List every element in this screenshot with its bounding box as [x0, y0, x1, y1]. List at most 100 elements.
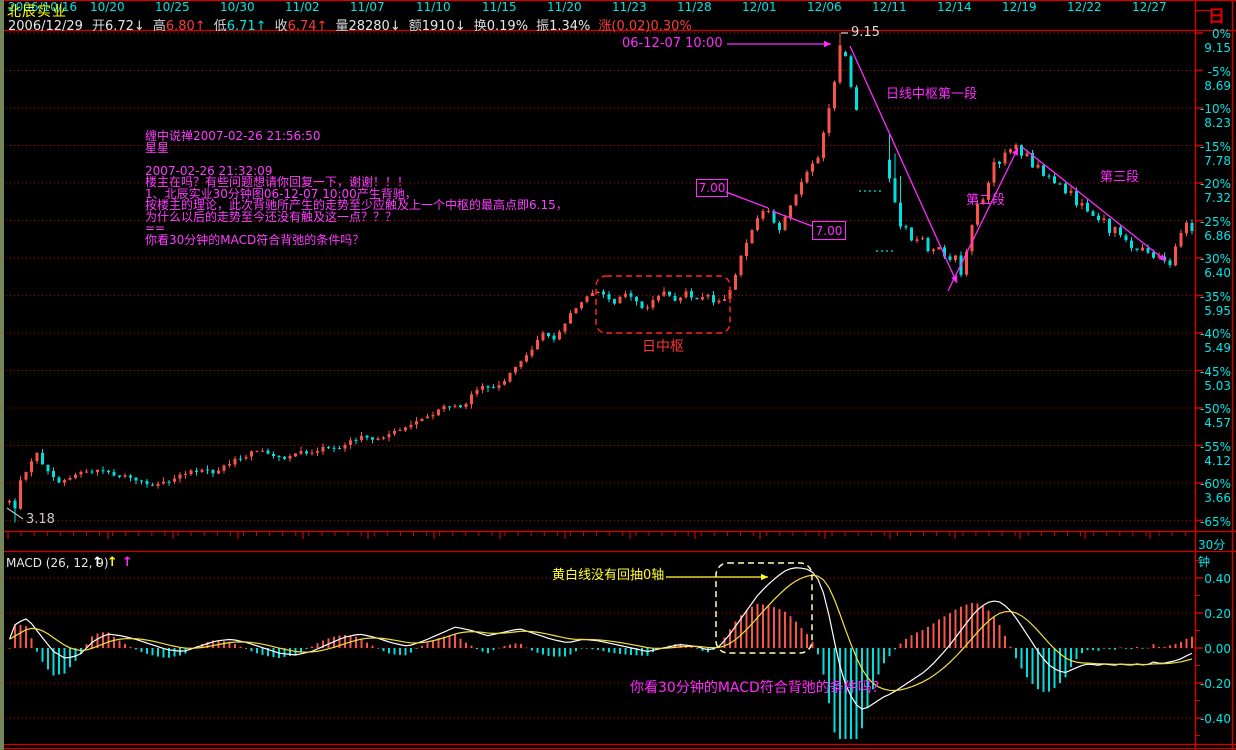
macd-arrow-icon: ↑ [121, 555, 133, 570]
price-label: 4.57 [1204, 416, 1231, 430]
price-label: 5.03 [1204, 378, 1231, 393]
date-label: 12/11 [872, 0, 907, 14]
segment3-label: 第三段 [1100, 170, 1140, 185]
quote-value: 6.72 [104, 19, 134, 34]
analyst-comment: 缠中说禅2007-02-26 21:56:50 星星 2007-02-26 21:3… [145, 129, 568, 247]
quote-value: 1910 [421, 19, 455, 34]
percent-label: -35% [1199, 289, 1231, 304]
period-high-label: 9.15 [851, 25, 880, 40]
quote-value: 6.80 [165, 19, 195, 34]
quote-label: 换 [473, 19, 487, 34]
quote-value: (0.02)0.30% [611, 19, 692, 34]
price-label: 6.40 [1204, 266, 1231, 280]
quote-arrow-icon: ↓ [454, 19, 466, 34]
price-label: 8.69 [1204, 78, 1231, 93]
price-label: 6.86 [1204, 228, 1231, 243]
date-label: 12/14 [937, 0, 972, 14]
percent-label: -30% [1199, 252, 1231, 266]
quote-label: 涨 [598, 19, 612, 34]
price-label: 7.32 [1204, 191, 1231, 205]
quote-label: 开 [91, 19, 105, 34]
quote-arrow-icon: ↓ [389, 19, 401, 34]
comment-line: 1、北辰实业30分钟图06-12-07 10:00产生背驰， [145, 186, 417, 201]
quote-label: 低 [213, 19, 227, 34]
macd-arrow-icon: ↑ [92, 555, 103, 570]
macd-axis-label: 0.20 [1204, 607, 1231, 621]
comment-line: 缠中说禅2007-02-26 21:56:50 [145, 129, 321, 143]
macd-arrows: ↑ ↑ ↑ [92, 555, 137, 570]
quote-arrow-icon: ↑ [255, 19, 267, 34]
price-label: 5.49 [1204, 341, 1231, 355]
price-label: 7.78 [1204, 153, 1231, 168]
comment-line: == [145, 221, 166, 235]
quote-label: 量 [335, 19, 349, 34]
segment1-label: 日线中枢第一段 [886, 87, 978, 102]
percent-label: -65% [1199, 514, 1231, 529]
quote-label: 高 [152, 19, 166, 34]
macd-axis-label: -0.20 [1199, 677, 1231, 691]
price-chart-surface[interactable] [4, 31, 1195, 531]
date-label: 12/06 [807, 0, 842, 14]
period-label: 30分钟 [1198, 538, 1226, 569]
comment-line: 楼主在吗？有些问题想请你回复一下，谢谢！！！ [145, 175, 410, 189]
daily-pivot-label: 日中枢 [642, 339, 684, 355]
macd-title: MACD (26, 12, 9) [6, 556, 109, 570]
price-label: 3.66 [1204, 491, 1231, 505]
period-low-label: 3.18 [26, 512, 55, 527]
price-label: 9.15 [1204, 41, 1231, 55]
percent-label: -20% [1199, 177, 1231, 191]
percent-label: -25% [1199, 214, 1231, 229]
comment-line: 按楼主的理论，此次背驰所产生的走势至少应触及上一个中枢的最高点即6.15， [145, 198, 568, 212]
date-label: 11/28 [677, 0, 712, 14]
percent-label: -5% [1207, 64, 1231, 79]
peak-time-label: 06-12-07 10:00 [622, 36, 723, 51]
comment-line: 为什么以后的走势至今还没有触及这一点？？？ [145, 209, 398, 224]
quote-value: 28280 [348, 19, 390, 34]
comment-line: 2007-02-26 21:32:09 [145, 163, 273, 178]
date-label: 12/27 [1132, 0, 1167, 14]
quote-line: 2006/12/29 开6.72↓ 高6.80↑ 低6.71↑ 收6.74↑ 量28280… [8, 15, 700, 34]
date-label: 10/25 [155, 0, 190, 14]
price-level-box-2: 7.00 [812, 221, 846, 240]
percent-label: -15% [1199, 139, 1231, 154]
macd-axis-label: 0.40 [1204, 572, 1231, 586]
comment-line: 你看30分钟的MACD符合背弛的条件吗？ [145, 232, 365, 247]
quote-label: 额 [408, 19, 422, 34]
quote-arrow-icon: ↓ [133, 19, 145, 34]
macd-question-label: 你看30分钟的MACD符合背弛的条件吗？ [630, 680, 886, 696]
quote-label: 振 [536, 19, 550, 34]
date-label: 11/07 [350, 0, 385, 14]
quote-date: 2006/12/29 [8, 19, 83, 34]
date-label: 11/20 [547, 0, 582, 14]
segment2-label: 第二段 [966, 193, 1006, 208]
percent-label: -40% [1199, 327, 1231, 341]
date-label: 10/30 [220, 0, 255, 14]
percent-label: -10% [1199, 102, 1231, 116]
percent-label: -45% [1199, 364, 1231, 379]
quote-value: 1.34% [549, 19, 591, 34]
percent-label: -55% [1199, 439, 1231, 454]
date-label: 10/20 [90, 0, 125, 14]
date-label: 12/19 [1002, 0, 1037, 14]
quote-value: 6.71 [226, 19, 256, 34]
quote-arrow-icon: ↑ [316, 19, 328, 34]
quote-value: 6.74 [287, 19, 317, 34]
macd-note-label: 黄白线没有回抽0轴 [552, 568, 665, 583]
stock-name: 北辰实业 [7, 4, 67, 20]
date-label: 2006/10/16 [8, 0, 78, 14]
window-left-border [0, 0, 4, 750]
quote-value: 0.19% [486, 19, 529, 34]
price-level-box-1: 7.00 [696, 179, 728, 197]
macd-axis-label: -0.40 [1199, 712, 1231, 726]
date-label: 11/10 [416, 0, 451, 14]
price-label: 4.12 [1204, 453, 1231, 468]
date-label: 12/01 [742, 0, 777, 14]
macd-arrow-icon: ↑ [106, 555, 118, 570]
date-label: 12/22 [1067, 0, 1102, 14]
percent-label: 0% [1211, 27, 1231, 41]
date-label: 11/15 [482, 0, 517, 14]
percent-label: -60% [1199, 477, 1231, 491]
percent-label: -50% [1199, 402, 1231, 416]
